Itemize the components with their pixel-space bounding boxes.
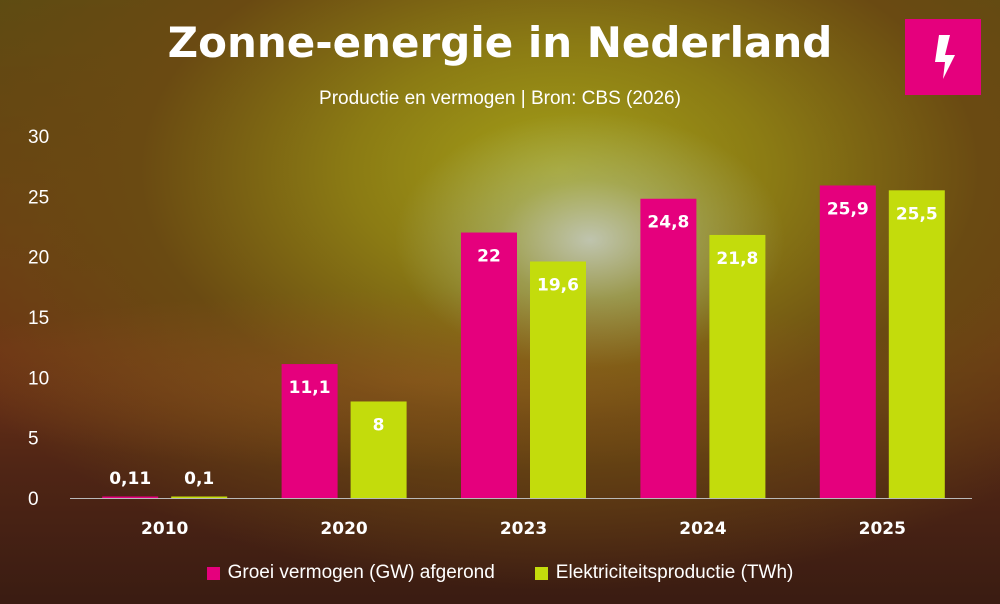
chart-title: Zonne-energie in Nederland bbox=[167, 18, 833, 67]
x-tick-label: 2020 bbox=[320, 519, 367, 539]
chart-subtitle: Productie en vermogen | Bron: CBS (2026) bbox=[319, 88, 681, 109]
legend-swatch-vermogen bbox=[206, 566, 220, 580]
bar-productie-2010 bbox=[171, 496, 228, 498]
data-label: 0,1 bbox=[184, 469, 214, 489]
bar-productie-2020 bbox=[350, 401, 407, 498]
legend-label-productie: Elektriciteitsproductie (TWh) bbox=[555, 562, 794, 583]
x-tick-label: 2024 bbox=[679, 519, 726, 539]
legend-label-vermogen: Groei vermogen (GW) afgerond bbox=[227, 562, 495, 583]
logo bbox=[905, 19, 981, 95]
data-label: 0,11 bbox=[109, 469, 151, 489]
data-label: 19,6 bbox=[537, 275, 579, 295]
x-tick-label: 2010 bbox=[141, 519, 188, 539]
data-label: 25,5 bbox=[896, 204, 938, 224]
bar-vermogen-2025 bbox=[819, 185, 876, 498]
bar-productie-2023 bbox=[530, 261, 586, 498]
bar-vermogen-2010 bbox=[102, 496, 159, 498]
y-tick-label: 30 bbox=[28, 127, 49, 148]
legend: Groei vermogen (GW) afgerond Elektricite… bbox=[0, 562, 1000, 584]
legend-swatch-productie bbox=[534, 566, 548, 580]
data-label: 25,9 bbox=[827, 199, 869, 219]
data-label: 24,8 bbox=[647, 213, 689, 233]
bar-vermogen-2020 bbox=[281, 364, 338, 498]
y-tick-label: 5 bbox=[28, 429, 39, 450]
bar-productie-2024 bbox=[709, 234, 766, 499]
data-label: 8 bbox=[373, 415, 385, 435]
y-tick-label: 0 bbox=[28, 489, 39, 510]
y-tick-label: 25 bbox=[28, 187, 49, 208]
data-label: 11,1 bbox=[289, 378, 331, 398]
bar-vermogen-2023 bbox=[461, 232, 517, 499]
legend-item-productie: Elektriciteitsproductie (TWh) bbox=[534, 562, 794, 584]
x-tick-label: 2025 bbox=[859, 519, 906, 539]
bar-productie-2025 bbox=[888, 190, 945, 499]
y-tick-label: 10 bbox=[28, 368, 49, 389]
x-tick-label: 2023 bbox=[500, 519, 547, 539]
legend-item-vermogen: Groei vermogen (GW) afgerond bbox=[206, 562, 495, 584]
lightning-bolt-icon bbox=[935, 35, 955, 79]
y-tick-label: 20 bbox=[28, 248, 49, 269]
bar-vermogen-2024 bbox=[640, 198, 697, 498]
y-tick-label: 15 bbox=[28, 308, 49, 329]
data-label: 21,8 bbox=[716, 249, 758, 269]
data-label: 22 bbox=[477, 247, 501, 267]
